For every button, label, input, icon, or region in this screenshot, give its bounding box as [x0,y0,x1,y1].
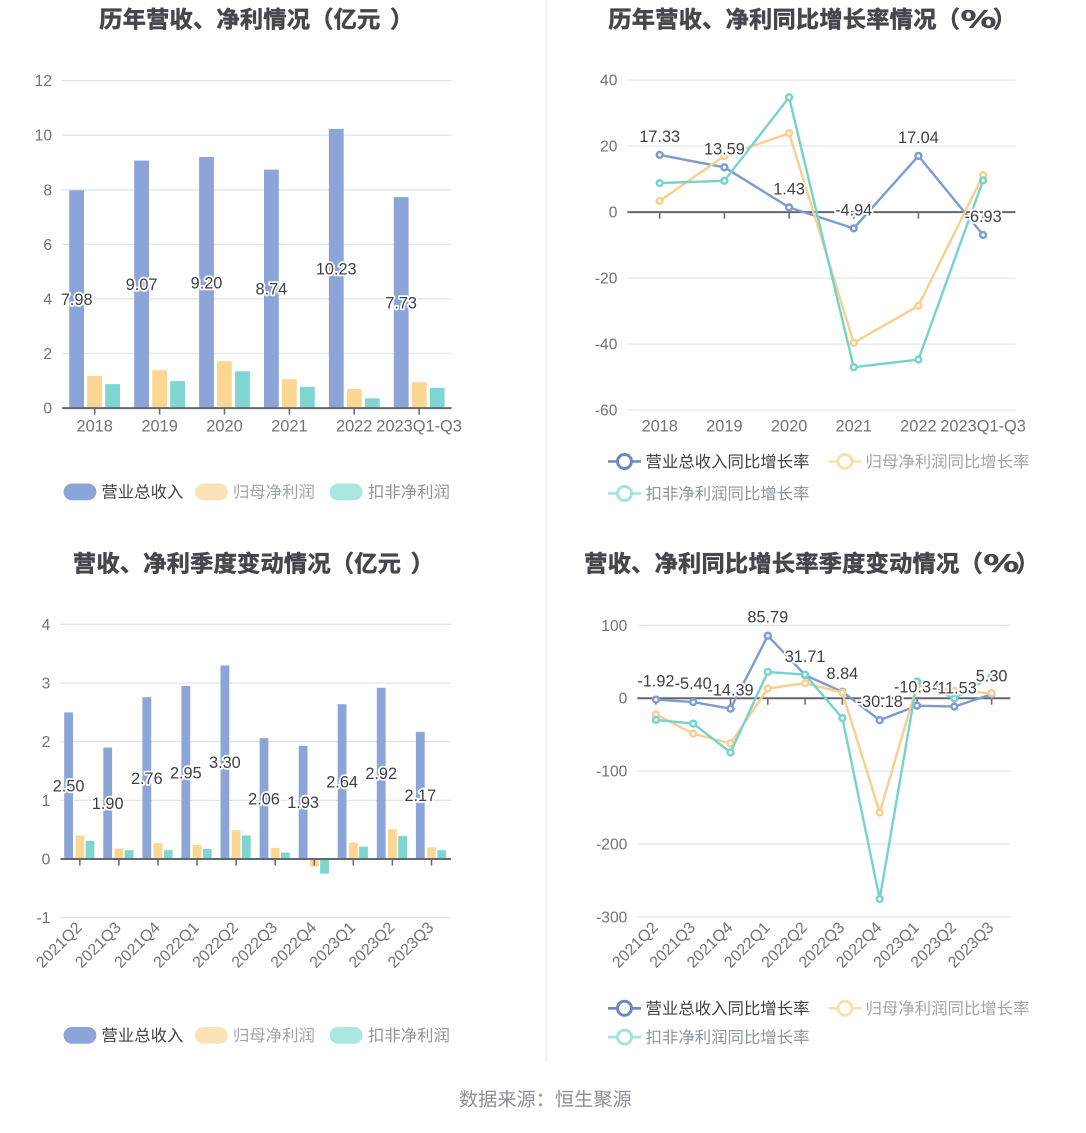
svg-text:85.79: 85.79 [747,609,788,627]
svg-text:8.74: 8.74 [256,281,288,299]
svg-text:17.33: 17.33 [639,128,680,146]
svg-text:-4.94: -4.94 [835,201,872,219]
svg-text:2: 2 [43,346,52,363]
svg-text:2.95: 2.95 [170,764,202,782]
svg-text:2022: 2022 [336,418,372,436]
svg-text:-30.18: -30.18 [857,693,903,711]
svg-text:-5.40: -5.40 [675,675,712,693]
svg-text:-6.93: -6.93 [965,208,1002,226]
svg-text:-300: -300 [596,909,628,926]
svg-text:2.76: 2.76 [131,770,163,788]
svg-text:2020: 2020 [206,418,242,436]
svg-text:1: 1 [42,793,51,810]
svg-text:2.17: 2.17 [404,787,436,805]
svg-text:2019: 2019 [706,418,742,436]
svg-text:2018: 2018 [641,418,677,436]
svg-text:-60: -60 [595,403,618,420]
svg-text:1.90: 1.90 [92,795,124,813]
svg-text:10.23: 10.23 [316,260,357,278]
svg-text:8: 8 [43,182,52,199]
svg-text:0: 0 [42,852,51,869]
svg-text:2023Q1-Q3: 2023Q1-Q3 [376,418,462,436]
svg-text:-1.92: -1.92 [637,673,674,691]
svg-text:4: 4 [42,617,51,634]
svg-text:-100: -100 [596,764,628,781]
svg-text:2021: 2021 [271,418,307,436]
svg-text:13.59: 13.59 [704,140,745,158]
svg-text:2018: 2018 [76,418,112,436]
svg-text:0: 0 [619,691,628,708]
svg-text:2.50: 2.50 [53,778,85,796]
svg-text:1.43: 1.43 [773,180,805,198]
svg-text:3.30: 3.30 [209,754,241,772]
svg-text:40: 40 [600,73,618,90]
svg-text:10: 10 [35,128,53,145]
svg-text:2020: 2020 [771,418,807,436]
svg-text:8.84: 8.84 [827,665,859,683]
svg-text:5.30: 5.30 [976,667,1008,685]
svg-text:100: 100 [601,618,627,635]
svg-text:7.98: 7.98 [61,291,93,309]
svg-text:9.20: 9.20 [191,274,223,292]
svg-text:-10.34: -10.34 [894,679,940,697]
svg-text:3: 3 [42,676,51,693]
svg-text:-40: -40 [595,337,618,354]
svg-text:2.92: 2.92 [365,765,397,783]
svg-text:-11.53: -11.53 [932,680,977,698]
svg-text:2: 2 [42,734,51,751]
svg-text:20: 20 [600,139,618,156]
svg-text:6: 6 [43,237,52,254]
svg-text:31.71: 31.71 [785,648,826,666]
svg-text:9.07: 9.07 [126,276,158,294]
svg-text:-1: -1 [36,910,50,927]
svg-text:2019: 2019 [141,418,177,436]
svg-text:12: 12 [35,73,52,90]
svg-text:0: 0 [609,205,618,222]
svg-text:7.73: 7.73 [385,294,417,312]
svg-text:2.64: 2.64 [326,773,358,791]
svg-text:2023Q1-Q3: 2023Q1-Q3 [940,418,1026,436]
svg-text:-20: -20 [595,271,618,288]
svg-text:0: 0 [43,401,52,418]
svg-text:-14.39: -14.39 [707,682,753,700]
svg-text:2021: 2021 [835,418,871,436]
svg-text:1.93: 1.93 [287,794,319,812]
svg-text:2022: 2022 [900,418,936,436]
svg-text:4: 4 [43,291,52,308]
svg-text:2.06: 2.06 [248,790,280,808]
svg-text:-200: -200 [596,837,628,854]
svg-text:17.04: 17.04 [898,129,939,147]
